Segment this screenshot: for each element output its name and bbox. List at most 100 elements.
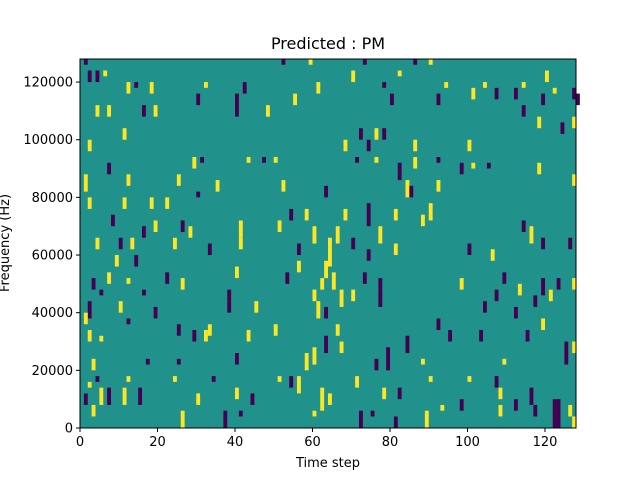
heatmap-cell-low (134, 255, 139, 267)
heatmap-cell-low (436, 318, 441, 330)
heatmap-cell-high (572, 341, 577, 354)
y-tick-label: 120000 (23, 76, 73, 91)
y-tick-label: 60000 (32, 249, 73, 264)
heatmap-cell-high (541, 318, 546, 330)
heatmap-cell-high (529, 226, 534, 244)
heatmap-cell-high (95, 105, 100, 117)
heatmap-cell-low (211, 376, 216, 382)
heatmap-cell-low (568, 237, 573, 250)
heatmap-cell-high (428, 59, 433, 65)
heatmap-cell-high (83, 174, 88, 192)
heatmap-cell-low (514, 306, 518, 319)
heatmap-cell-high (99, 387, 104, 405)
heatmap-cell-low (83, 393, 88, 405)
x-tick-label: 80 (382, 435, 399, 450)
heatmap-cell-low (359, 128, 363, 140)
heatmap-cell-high (498, 387, 503, 400)
heatmap-cell-low (196, 93, 201, 106)
heatmap-cell-low (235, 93, 239, 117)
heatmap-cell-high (118, 301, 123, 313)
heatmap-cell-high (339, 289, 344, 307)
heatmap-cell-high (382, 387, 387, 400)
heatmap-cell-high (273, 157, 278, 163)
heatmap-cell-low (529, 387, 534, 405)
heatmap-cell-high (149, 82, 154, 94)
heatmap-cell-low (397, 162, 402, 181)
heatmap-cell-low (289, 376, 294, 388)
y-tick-label: 100000 (23, 133, 73, 148)
heatmap-cell-low (483, 301, 487, 313)
heatmap-cell-high (413, 157, 418, 169)
heatmap-cell-high (424, 410, 429, 428)
heatmap-cell-low (235, 353, 239, 365)
heatmap-cell-low (514, 399, 518, 411)
chart-title: Predicted : PM (271, 34, 385, 53)
heatmap-cell-high (459, 278, 464, 290)
heatmap-cell-high (572, 416, 577, 428)
heatmap-cell-high (312, 289, 317, 302)
heatmap-cell-low (281, 59, 286, 65)
heatmap-cell-high (405, 180, 410, 198)
heatmap-cell-high (413, 139, 418, 152)
heatmap-cell-low (176, 324, 181, 336)
heatmap-cell-low (359, 410, 363, 428)
heatmap-cell-low (196, 191, 201, 198)
heatmap-cell-high (483, 82, 487, 88)
heatmap-cell-low (83, 59, 88, 65)
heatmap-cell-high (297, 260, 301, 273)
heatmap-cell-high (192, 157, 197, 169)
heatmap-cell-high (572, 174, 577, 186)
heatmap-cell-high (355, 376, 360, 388)
heatmap-cell-low (242, 82, 247, 94)
heatmap-cell-high (378, 226, 383, 244)
heatmap-cell-high (122, 387, 127, 405)
heatmap-cell-low (397, 387, 402, 400)
heatmap-cell-high (173, 376, 177, 382)
heatmap-cell-high (266, 105, 270, 117)
heatmap-cell-low (525, 329, 530, 342)
heatmap-cell-high (91, 404, 96, 417)
heatmap-cell-high (471, 162, 476, 169)
heatmap-cell-high (254, 301, 259, 313)
heatmap-cell-high (312, 347, 317, 365)
heatmap-cell-high (343, 139, 348, 152)
heatmap-cell-high (114, 255, 119, 267)
heatmap-cell-high (304, 208, 309, 221)
heatmap-cell-low (494, 87, 499, 100)
heatmap-cell-low (552, 399, 557, 428)
heatmap-cell-high (297, 376, 301, 394)
heatmap-cell-high (440, 404, 445, 411)
heatmap-cell-low (99, 289, 104, 296)
heatmap-cell-low (541, 237, 546, 250)
heatmap-cell-high (176, 174, 181, 186)
heatmap-cell-high (537, 162, 542, 175)
heatmap-cell-high (320, 278, 325, 290)
heatmap-cell-high (312, 226, 317, 244)
x-axis-label: Time step (295, 456, 360, 471)
y-tick-label: 40000 (32, 306, 73, 321)
heatmap-cell-high (235, 266, 239, 279)
heatmap-cell-high (107, 105, 112, 117)
plot-area (79, 58, 580, 429)
heatmap-cell-low (165, 272, 170, 284)
heatmap-cell-low (362, 59, 367, 65)
heatmap-cell-high (343, 208, 348, 221)
heatmap-cell-low (95, 70, 100, 83)
heatmap-cell-low (541, 93, 546, 106)
heatmap-cell-high (91, 358, 96, 371)
heatmap-cell-low (572, 87, 577, 100)
heatmap-cell-high (149, 197, 154, 209)
heatmap-cell-low (382, 128, 387, 140)
heatmap-cell-high (204, 82, 208, 88)
y-tick-label: 0 (65, 422, 73, 437)
heatmap-cell-high (428, 203, 433, 221)
heatmap-cell-low (576, 93, 580, 106)
heatmap-cell-high (467, 376, 472, 382)
heatmap-cell-high (122, 197, 127, 209)
heatmap-cell-low (111, 214, 115, 227)
x-tick-label: 40 (227, 435, 244, 450)
heatmap-cell-low (393, 416, 398, 428)
x-tick-label: 60 (304, 435, 321, 450)
heatmap-cell-high (471, 87, 476, 100)
